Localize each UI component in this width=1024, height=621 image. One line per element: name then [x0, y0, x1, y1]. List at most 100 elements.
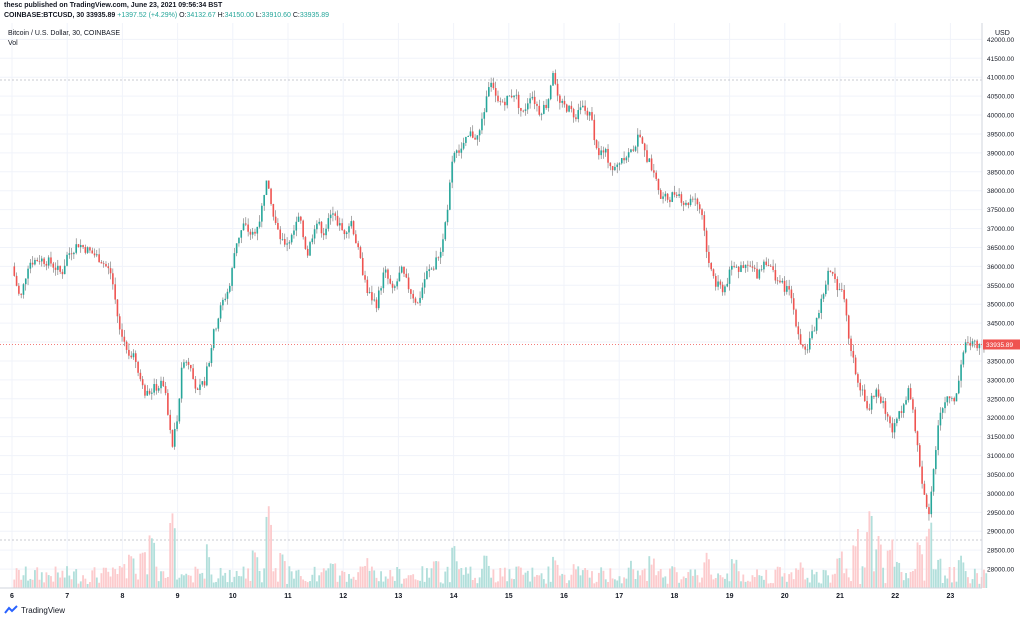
volume-bar: [797, 569, 800, 588]
volume-bar: [442, 583, 444, 588]
candle-body: [630, 149, 632, 153]
candle-body: [405, 273, 408, 278]
volume-bar: [426, 568, 428, 588]
candle-body: [458, 150, 460, 153]
candle-body: [543, 104, 545, 114]
volume-bar: [852, 545, 855, 588]
candle-body: [902, 404, 905, 413]
volume-bar: [295, 570, 298, 588]
candle-body: [857, 374, 859, 383]
volume-bar: [868, 511, 871, 588]
candle-body: [561, 100, 563, 103]
candle-body: [882, 401, 884, 403]
y-tick-label: 34500.00: [987, 321, 1014, 328]
volume-bar: [217, 578, 220, 588]
volume-bar: [572, 564, 575, 588]
candle-body: [825, 284, 827, 295]
volume-bar: [199, 573, 201, 588]
candle-body: [795, 309, 797, 327]
y-tick-label: 41500.00: [987, 56, 1014, 63]
candle-body: [939, 412, 942, 426]
candle-body: [373, 299, 376, 301]
volume-bar: [455, 561, 458, 588]
candle-body: [804, 346, 806, 350]
volume-bar: [721, 577, 724, 588]
candle-body: [451, 161, 453, 183]
candle-body: [364, 275, 366, 280]
price-chart[interactable]: 42000.00 41500.00 41000.00 40500.00 40000.00…: [0, 0, 1024, 605]
volume-bar: [194, 566, 197, 588]
volume-bar: [893, 566, 896, 588]
candle-body: [579, 107, 582, 111]
candle-body: [836, 279, 839, 291]
x-tick-label: 23: [947, 593, 955, 600]
volume-bar: [937, 559, 940, 588]
candle-body: [24, 278, 27, 285]
volume-bar: [568, 580, 570, 588]
candle-body: [256, 226, 259, 234]
candle-body: [866, 401, 868, 409]
volume-bar: [118, 565, 121, 588]
volume-bar: [889, 549, 891, 588]
high-value: 34150.00: [224, 12, 254, 19]
candle-body: [877, 389, 880, 397]
candle-body: [171, 430, 174, 447]
candle-body: [607, 148, 609, 163]
candle-body: [116, 299, 119, 317]
volume-bar: [758, 575, 761, 588]
volume-bar: [529, 581, 532, 588]
x-tick-label: 6: [10, 593, 14, 600]
volume-bar: [941, 582, 944, 588]
candle-body: [625, 157, 628, 161]
candle-body: [893, 423, 896, 433]
volume-bar: [150, 538, 153, 588]
candle-body: [822, 294, 825, 299]
candle-body: [57, 265, 59, 270]
volume-bar: [192, 582, 195, 588]
volume-bar: [357, 572, 360, 588]
y-tick-label: 36500.00: [987, 245, 1014, 252]
volume-bar: [774, 569, 777, 588]
candle-body: [641, 137, 644, 144]
volume-bar: [666, 583, 669, 588]
candle-body: [251, 231, 254, 235]
candle-body: [896, 418, 898, 424]
volume-bar: [146, 574, 149, 588]
volume-bar: [921, 554, 924, 588]
candle-body: [653, 170, 655, 173]
candle-body: [818, 312, 820, 318]
candle-body: [930, 491, 933, 515]
x-tick-label: 21: [836, 593, 844, 600]
volume-bar: [109, 576, 112, 588]
candle-body: [245, 223, 247, 225]
candle-body: [153, 384, 155, 393]
volume-bar: [293, 578, 295, 588]
volume-bar: [978, 583, 981, 588]
candle-body: [455, 150, 458, 153]
close-value: 33935.89: [299, 12, 330, 19]
candle-body: [320, 221, 323, 234]
candle-body: [873, 395, 875, 397]
candle-body: [508, 95, 511, 97]
candle-body: [334, 213, 337, 216]
volume-bar: [843, 573, 846, 588]
volume-bar: [341, 570, 344, 588]
candle-body: [134, 353, 137, 362]
candle-body: [733, 265, 735, 267]
candle-body: [407, 277, 410, 290]
candle-body: [52, 263, 55, 268]
volume-bar: [116, 574, 119, 588]
volume-bar: [155, 566, 158, 588]
y-tick-label: 33500.00: [987, 358, 1014, 365]
volume-bar: [735, 559, 738, 588]
candle-body: [861, 389, 864, 391]
volume-bar: [522, 574, 525, 588]
volume-bar: [384, 576, 387, 588]
volume-bar: [776, 566, 779, 588]
volume-bar: [439, 582, 442, 588]
volume-bar: [602, 570, 605, 588]
volume-bar: [542, 579, 545, 588]
volume-bar: [836, 558, 839, 588]
tradingview-brand[interactable]: TradingView: [4, 605, 65, 615]
candle-body: [167, 393, 169, 415]
